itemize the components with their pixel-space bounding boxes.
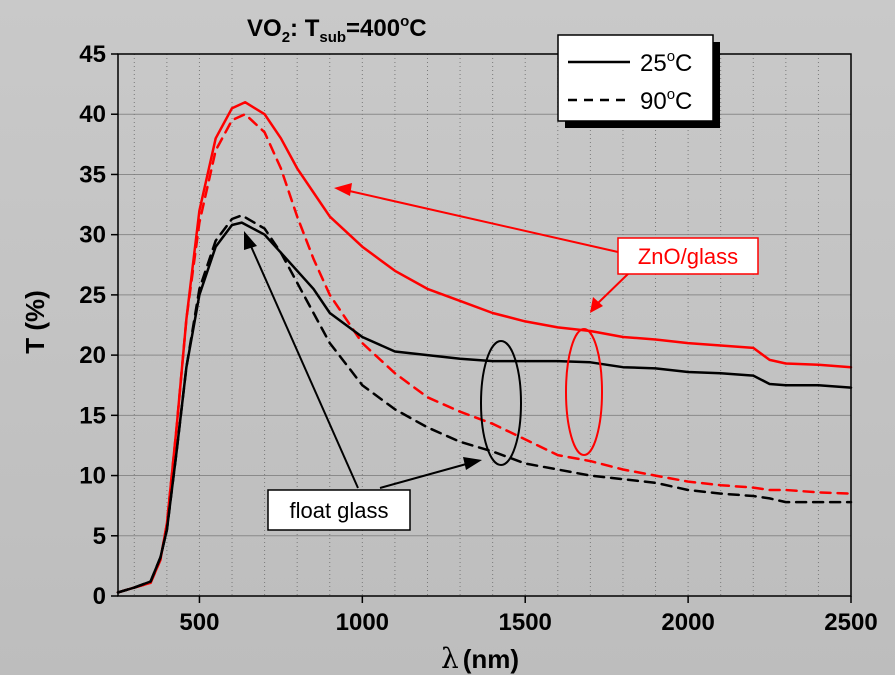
y-tick-label-7: 35 xyxy=(79,161,106,188)
x-axis-title: λ (nm) xyxy=(441,642,519,675)
series-layer xyxy=(116,100,853,594)
y-axis-title: T (%) xyxy=(20,290,50,354)
title-sub2: sub xyxy=(319,29,346,46)
annotation-zno: ZnO/glass xyxy=(334,183,759,456)
y-tick-label-9: 45 xyxy=(79,41,106,68)
x-axis-symbol: λ xyxy=(441,642,459,675)
legend-label-25: 25oC xyxy=(640,48,692,77)
y-tick-label-4: 20 xyxy=(79,342,106,369)
float-label-box xyxy=(267,489,411,531)
title-end: =400 xyxy=(346,15,400,42)
float-arrow-head-2 xyxy=(244,231,257,250)
zno-arrow-to-ellipse xyxy=(595,271,631,306)
legend: 25oC 90oC xyxy=(557,34,720,128)
float-arrow-head-1 xyxy=(463,457,482,470)
x-tick-label-1: 1000 xyxy=(336,609,389,636)
grid xyxy=(118,54,851,596)
x-tick-label-2: 1500 xyxy=(499,609,552,636)
annotation-float: float glass xyxy=(244,231,522,531)
float-ellipse xyxy=(480,340,522,466)
chart-title: VO2: Tsub=400oC xyxy=(247,13,427,46)
float-arrow-to-ellipse xyxy=(379,462,471,489)
plot-frame xyxy=(117,53,852,597)
title-sub1: 2 xyxy=(282,29,290,46)
x-tick-label-0: 500 xyxy=(179,609,219,636)
y-tick-label-8: 40 xyxy=(79,101,106,128)
title-main: VO xyxy=(247,15,282,42)
series-float-25c xyxy=(116,221,853,594)
y-tick-label-6: 30 xyxy=(79,222,106,249)
float-label: float glass xyxy=(289,498,388,523)
zno-label-box xyxy=(617,237,759,275)
y-tick-label-1: 5 xyxy=(93,523,106,550)
ticks: 500 1000 1500 2000 2500 0 5 10 15 20 25 30 35 40 45 xyxy=(79,41,877,636)
x-tick-label-4: 2500 xyxy=(824,609,877,636)
y-tick-label-3: 15 xyxy=(79,402,106,429)
float-arrow-to-curve xyxy=(249,243,359,489)
zno-arrow-to-curve xyxy=(344,189,619,253)
y-tick-label-5: 25 xyxy=(79,282,106,309)
zno-arrow-head-2 xyxy=(590,297,603,313)
title-sup: o xyxy=(400,13,409,30)
title-mid: : T xyxy=(290,15,320,42)
x-axis-unit: (nm) xyxy=(463,644,519,674)
series-zno-90c xyxy=(116,112,853,594)
y-tick-label-2: 10 xyxy=(79,463,106,490)
series-zno-25c xyxy=(116,100,853,594)
zno-ellipse xyxy=(565,328,603,456)
x-tick-label-3: 2000 xyxy=(661,609,714,636)
series-float-90c xyxy=(116,214,853,594)
y-tick-label-0: 0 xyxy=(93,583,106,610)
title-unit: C xyxy=(409,15,426,42)
zno-arrow-head-1 xyxy=(334,183,352,196)
legend-label-90: 90oC xyxy=(640,86,692,115)
legend-box xyxy=(557,34,714,122)
zno-label: ZnO/glass xyxy=(638,244,738,269)
